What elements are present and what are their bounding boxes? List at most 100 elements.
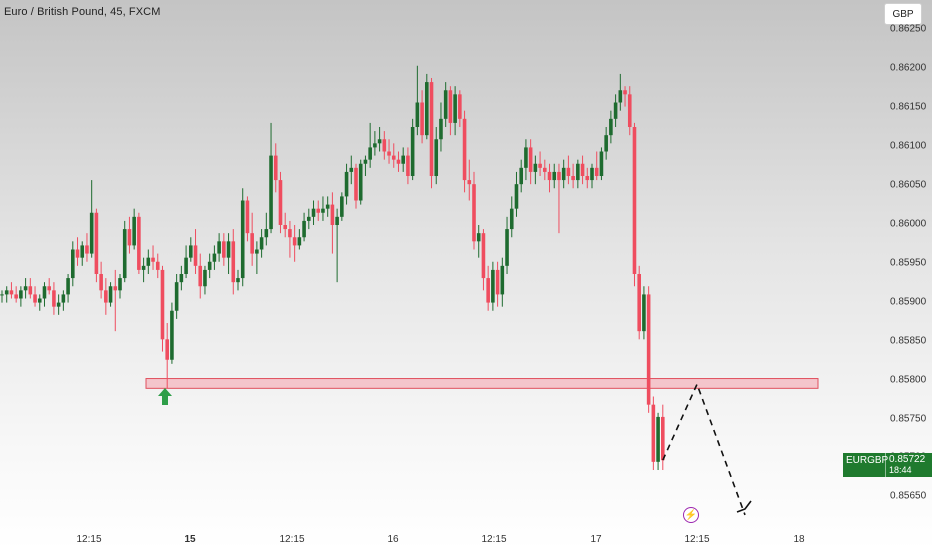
candle-body xyxy=(42,286,47,299)
arrow-up-marker xyxy=(158,388,172,405)
candle-body xyxy=(382,139,387,152)
candle-body xyxy=(250,233,254,254)
price-tick-label: 0.85850 xyxy=(890,335,927,347)
candle-body xyxy=(33,294,37,303)
candle-body xyxy=(94,212,99,274)
candle-body xyxy=(576,163,580,181)
candle-body xyxy=(335,216,339,225)
candle-body xyxy=(307,216,311,221)
candle-body xyxy=(543,167,547,172)
candle-body xyxy=(585,176,590,181)
candle-body xyxy=(9,290,14,295)
candle-body xyxy=(566,167,571,176)
candle-body xyxy=(0,294,4,296)
candle-body xyxy=(462,118,467,181)
time-tick-label: 16 xyxy=(387,534,399,545)
candle-body xyxy=(179,274,184,283)
candle-body xyxy=(212,253,217,262)
candle-body xyxy=(80,245,85,258)
candle-body xyxy=(278,180,283,225)
candle-body xyxy=(122,229,127,279)
candle-body xyxy=(231,241,236,283)
candle-body xyxy=(273,155,278,181)
candle-body xyxy=(203,269,207,287)
candle-body xyxy=(283,225,287,230)
time-tick-label: 18 xyxy=(793,534,805,545)
time-tick-label: 12:15 xyxy=(279,534,305,545)
price-tick-label: 0.85950 xyxy=(890,257,927,269)
last-price-divider xyxy=(885,453,886,477)
candle-body xyxy=(349,167,354,172)
candle-body xyxy=(509,208,514,230)
candle-body xyxy=(37,298,42,303)
time-tick-label: 17 xyxy=(590,534,602,545)
candle-body xyxy=(637,274,641,332)
candle-body xyxy=(363,159,368,164)
lightning-icon[interactable]: ⚡ xyxy=(683,507,699,523)
candle-body xyxy=(132,216,136,246)
candle-body xyxy=(391,155,396,160)
candle-body xyxy=(519,167,523,185)
candle-body xyxy=(85,245,89,254)
price-tick-label: 0.86200 xyxy=(890,62,927,74)
symbol-title[interactable]: Euro / British Pound, 45, FXCM xyxy=(4,6,161,18)
candle-body xyxy=(340,196,344,217)
candle-body xyxy=(52,290,56,307)
candle-body xyxy=(127,229,132,246)
candle-body xyxy=(264,229,269,238)
candle-body xyxy=(590,167,594,181)
candle-body xyxy=(269,155,273,230)
candle-body xyxy=(4,290,9,295)
candle-body xyxy=(396,159,401,164)
candle-body xyxy=(288,229,292,238)
candle-body xyxy=(373,143,377,148)
candle-body xyxy=(316,208,321,213)
candle-body xyxy=(609,118,613,136)
candle-body xyxy=(651,404,656,462)
candle-body xyxy=(613,102,618,119)
candle-body xyxy=(557,171,561,181)
price-tick-label: 0.86250 xyxy=(890,23,927,35)
candle-body xyxy=(656,416,660,462)
currency-button[interactable]: GBP xyxy=(884,3,922,25)
candle-body xyxy=(646,294,651,405)
candle-body xyxy=(368,147,372,160)
candle-body xyxy=(255,249,259,254)
price-tick-label: 0.86050 xyxy=(890,179,927,191)
candle-body xyxy=(481,233,486,279)
price-tick-label: 0.85900 xyxy=(890,296,927,308)
candle-body xyxy=(118,278,122,291)
candle-body xyxy=(547,171,552,181)
candle-body xyxy=(420,102,424,136)
candle-body xyxy=(198,265,203,287)
candle-body xyxy=(104,290,108,303)
candle-body xyxy=(99,274,103,291)
candle-body xyxy=(439,118,443,140)
candle-body xyxy=(151,257,155,262)
candle-body xyxy=(618,90,623,103)
price-tick-label: 0.86000 xyxy=(890,218,927,230)
last-price-label: EURGBP 0.85722 18:44 xyxy=(843,453,932,477)
candle-body xyxy=(170,310,174,360)
candle-body xyxy=(627,94,632,127)
candle-body xyxy=(594,167,599,176)
candle-body xyxy=(561,167,566,181)
candle-body xyxy=(443,90,448,119)
candle-body xyxy=(538,163,542,168)
candle-body xyxy=(524,147,528,168)
candle-body xyxy=(75,249,80,258)
candle-body xyxy=(599,151,604,176)
candle-body xyxy=(458,94,462,119)
candle-body xyxy=(401,155,405,164)
candle-body xyxy=(476,233,481,242)
candle-body xyxy=(240,200,245,279)
candle-body xyxy=(453,94,457,123)
candle-body xyxy=(28,286,33,295)
candle-body xyxy=(259,237,264,250)
price-tick-label: 0.85650 xyxy=(890,490,927,502)
candle-body xyxy=(448,90,453,123)
bar-countdown: 18:44 xyxy=(889,465,912,475)
candle-body xyxy=(165,339,169,360)
candle-body xyxy=(632,127,637,274)
